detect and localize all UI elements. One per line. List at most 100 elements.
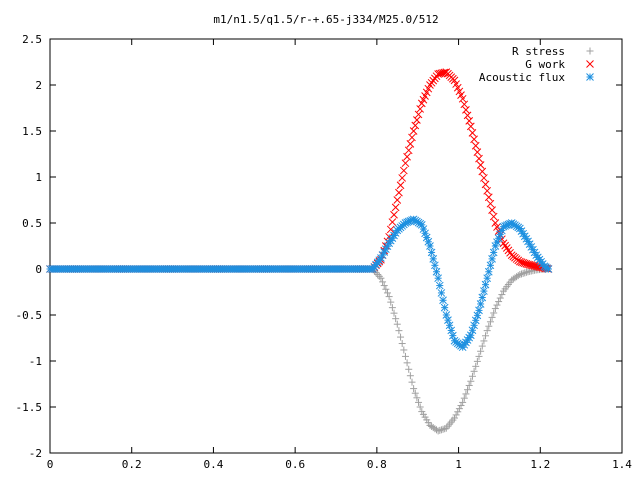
data-point [413,394,421,402]
y-tick-label: 1 [35,171,42,184]
x-tick-label: 0.2 [122,458,142,471]
data-point [464,386,472,394]
data-point [478,342,486,350]
data-point [462,390,470,398]
legend-label: G work [525,58,565,71]
data-point [483,327,491,335]
data-point [392,315,400,323]
data-point [544,265,553,273]
data-point [436,426,444,434]
data-point [440,303,449,312]
data-point [385,293,393,301]
data-point [468,372,476,380]
data-point [498,291,506,299]
data-point [471,316,480,325]
data-point [426,242,434,250]
data-point [486,199,495,208]
legend-marker [586,60,594,68]
data-point [395,188,403,197]
y-tick-label: -1.5 [16,401,43,414]
data-point [460,100,469,109]
y-tick-label: 0.5 [22,217,42,230]
data-point [514,272,522,280]
plot-frame [49,38,623,454]
data-point [473,357,481,365]
data-point [377,274,385,282]
data-point [490,309,498,317]
data-point [484,193,493,202]
data-point [488,206,496,214]
data-point [460,394,468,402]
data-point [383,289,391,297]
data-point [483,274,492,283]
data-point [468,326,477,335]
data-point [475,154,483,163]
data-point [386,225,395,234]
data-point [493,223,501,231]
data-point [408,133,416,142]
data-point [476,300,485,308]
x-tick-label: 0 [47,458,54,471]
data-point [489,248,498,257]
data-point [403,152,411,161]
data-point [470,321,478,330]
data-point [416,403,424,411]
data-point [486,261,495,270]
data-point [444,316,452,325]
axis-ticks: 0 0.2 0.4 0.6 0.8 1 1.2 1.4 2.5 2 1.5 1 0.5 0 -0.5 -1 -1… [16,33,633,471]
data-point [405,365,413,373]
data-point [388,218,397,226]
data-point [439,425,447,433]
data-point [390,309,398,317]
data-point [431,261,439,270]
data-point [413,116,421,124]
data-point [457,402,465,410]
data-point [442,311,451,319]
data-point [448,331,457,340]
y-tick-label: 0 [35,263,42,276]
x-tick-label: 1.4 [612,458,632,471]
data-point [480,287,488,295]
legend-marker [586,73,594,81]
data-point [452,411,460,419]
data-point [470,135,478,144]
data-point [489,212,498,221]
data-point [484,267,493,276]
data-point [439,296,447,305]
data-point [472,362,480,370]
data-point [519,269,527,277]
data-point [434,274,442,283]
data-point [398,174,407,182]
series-r-stress [46,265,552,435]
data-point [400,346,408,354]
data-point [432,267,441,276]
data-point [390,210,398,219]
data-point [406,372,414,380]
data-point [422,233,431,242]
data-point [380,282,388,290]
data-point [483,186,492,195]
data-point [393,196,402,204]
data-point [502,244,511,252]
data-point [387,298,395,306]
data-point [476,161,485,169]
data-point [473,311,482,320]
data-point [397,333,405,341]
data-point [522,268,530,276]
data-point [465,117,474,125]
data-point [445,321,454,330]
x-tick-label: 1.2 [530,458,550,471]
x-tick-label: 1 [455,458,462,471]
data-point [475,352,483,360]
data-point [468,128,477,137]
data-point [406,140,415,148]
data-point [409,127,418,135]
data-point [414,110,423,119]
data-point [478,293,487,302]
x-tick-label: 0.8 [367,458,387,471]
x-tick-label: 0.6 [285,458,305,471]
data-point [481,180,490,189]
data-point [482,332,490,340]
series-g-work [46,68,553,273]
